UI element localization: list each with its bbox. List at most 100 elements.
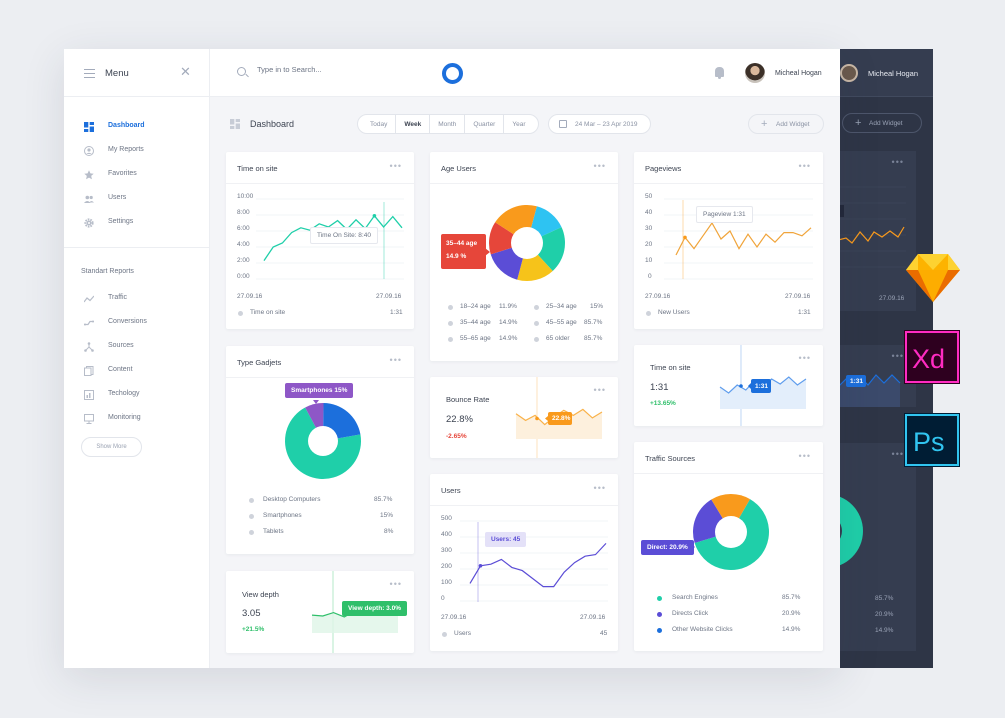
sidebar-item-sources[interactable]: Sources [64, 335, 209, 359]
sidebar-item-favorites[interactable]: Favorites [64, 163, 209, 187]
sidebar-item-label: Conversions [108, 318, 147, 325]
sidebar-item-settings[interactable]: Settings [64, 211, 209, 235]
sidebar-item-dashboard[interactable]: Dashboard [64, 115, 209, 139]
x-tick-label: 27.09.16 [441, 614, 467, 621]
more-icon[interactable]: ••• [593, 483, 606, 493]
legend-dot [534, 337, 539, 342]
footer-value: 45 [600, 630, 608, 637]
reports-nav: Traffic Conversions Sources Content Tech… [64, 285, 209, 431]
chart-tooltip: Users: 45 [485, 532, 527, 547]
dark-card-menu-icon: ••• [891, 157, 904, 167]
close-icon[interactable]: ✕ [180, 64, 191, 79]
date-range-picker[interactable]: 24 Mar – 23 Apr 2019 [548, 114, 651, 134]
sidebar-item-my-reports[interactable]: My Reports [64, 139, 209, 163]
legend-dot [249, 514, 254, 519]
sidebar-divider [64, 247, 209, 248]
metric-change: -2.65% [446, 433, 467, 440]
y-tick-label: 4:00 [237, 241, 250, 248]
more-icon[interactable]: ••• [389, 579, 402, 589]
metric-value: 3.05 [242, 608, 261, 619]
legend-value: 11.9% [499, 303, 517, 310]
dark-legend-value: 20.9% [875, 611, 894, 618]
card-title: View depth [242, 590, 279, 599]
legend-value: 20.9% [782, 610, 801, 617]
legend-dot [657, 628, 662, 633]
legend-label: Search Engines [672, 594, 718, 601]
legend-value: 85.7% [374, 496, 393, 503]
sidebar-item-content[interactable]: Content [64, 359, 209, 383]
dark-card-menu-icon: ••• [891, 449, 904, 459]
sidebar-item-monitoring[interactable]: Monitoring [64, 407, 209, 431]
age-users-donut [485, 205, 565, 281]
hamburger-icon[interactable] [84, 69, 95, 78]
monitor-icon [84, 414, 94, 424]
users-icon [84, 195, 94, 203]
dark-user-name: Micheal Hogan [868, 69, 919, 78]
chart-marker [739, 384, 743, 388]
legend-dot [448, 321, 453, 326]
sidebar-item-traffic[interactable]: Traffic [64, 287, 209, 311]
more-icon[interactable]: ••• [798, 161, 811, 171]
bell-icon[interactable] [715, 67, 724, 79]
more-icon[interactable]: ••• [593, 385, 606, 395]
more-icon[interactable]: ••• [389, 355, 402, 365]
chart-tooltip: 35–44 age 14.9 % [441, 234, 486, 269]
tooltip-pointer [545, 416, 548, 421]
sidebar-header: Menu ✕ [64, 49, 209, 97]
dark-legend-value: 85.7% [875, 595, 894, 602]
user-name[interactable]: Micheal Hogan [775, 70, 822, 77]
y-tick-label: 2:00 [237, 257, 250, 264]
legend-dot [448, 305, 453, 310]
legend-label: 55–65 age [460, 335, 491, 342]
dark-avatar [840, 64, 858, 82]
period-month[interactable]: Month [429, 115, 464, 133]
legend-label: Directs Click [672, 610, 709, 617]
show-more-button[interactable]: Show More [81, 437, 142, 457]
y-tick-label: 30 [645, 225, 653, 232]
bounce-rate-chart [515, 377, 603, 458]
y-tick-label: 300 [441, 547, 452, 554]
date-range-label: 24 Mar – 23 Apr 2019 [575, 121, 638, 128]
legend-value: 85.7% [782, 594, 801, 601]
add-widget-button[interactable]: Add Widget [748, 114, 824, 134]
gear-icon [84, 218, 94, 228]
card-traffic-sources: Traffic Sources ••• Direct: 20.9% Search… [634, 442, 823, 651]
period-year[interactable]: Year [503, 115, 537, 133]
avatar[interactable] [745, 63, 765, 83]
dark-card-menu-icon: ••• [891, 351, 904, 361]
sidebar-item-conversions[interactable]: Conversions [64, 311, 209, 335]
donut-slice-2[interactable] [711, 494, 750, 532]
logo[interactable] [442, 63, 463, 84]
tooltip-pointer [485, 248, 490, 256]
legend-dot [657, 596, 662, 601]
donut-slice-1[interactable] [527, 227, 565, 271]
card-header: Time on site ••• [226, 152, 414, 184]
more-icon[interactable]: ••• [389, 161, 402, 171]
dark-theme-preview: Micheal Hogan Add Widget ••• 27.09.16 ••… [838, 49, 933, 668]
sidebar-item-techology[interactable]: Techology [64, 383, 209, 407]
sidebar-item-label: Dashboard [108, 122, 145, 129]
period-quarter[interactable]: Quarter [464, 115, 503, 133]
tooltip-pointer [748, 383, 751, 389]
legend-label: 45–55 age [546, 319, 577, 326]
donut-slice-4[interactable] [489, 222, 527, 255]
y-tick-label: 40 [645, 209, 653, 216]
dark-donut [838, 496, 863, 566]
dark-add-widget-button: Add Widget [842, 113, 922, 133]
sidebar-item-label: Users [108, 194, 127, 201]
legend-label: 65 older [546, 335, 570, 342]
more-icon[interactable]: ••• [593, 161, 606, 171]
sidebar: Menu ✕ Dashboard My Reports Favorites Us… [64, 49, 210, 668]
period-today[interactable]: Today [370, 121, 388, 128]
dark-pageviews-chart [838, 186, 906, 268]
more-icon[interactable]: ••• [798, 451, 811, 461]
more-icon[interactable]: ••• [798, 353, 811, 363]
sidebar-item-users[interactable]: Users [64, 187, 209, 211]
dark-tooltip: 1:31 [850, 378, 864, 385]
period-week[interactable]: Week [395, 115, 429, 133]
donut-hole [308, 426, 338, 456]
sidebar-item-label: Favorites [108, 170, 137, 177]
search-input[interactable] [257, 65, 407, 74]
y-tick-label: 500 [441, 515, 452, 522]
card-users: Users ••• Users: 45 500 400 300 200 100 … [430, 474, 618, 651]
